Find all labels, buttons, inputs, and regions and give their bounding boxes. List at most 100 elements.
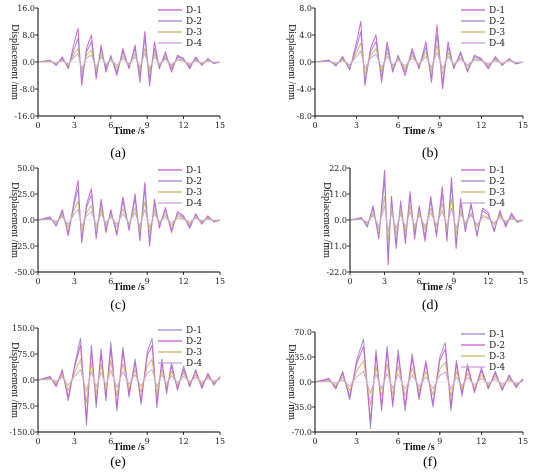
x-axis-label: Time /s (403, 126, 434, 137)
x-axis-label: Time /s (113, 442, 144, 453)
series-line (37, 27, 221, 87)
x-tick-label: 12 (476, 121, 486, 130)
x-tick-label: 15 (215, 277, 225, 286)
y-tick-label: 150.0 (12, 324, 35, 333)
legend-label: D-1 (186, 166, 202, 176)
legend-label: D-2 (489, 17, 505, 27)
y-tick-label: 0.0 (334, 216, 347, 225)
x-tick-label: 12 (179, 437, 189, 446)
series-line (37, 48, 221, 73)
y-tick-label: 75.0 (17, 350, 35, 359)
x-tick-label: 6 (417, 277, 422, 286)
legend-label: D-4 (186, 359, 202, 369)
x-tick-label: 9 (145, 121, 150, 130)
x-tick-label: 0 (312, 121, 317, 130)
y-tick-label: -11.0 (326, 242, 347, 251)
y-tick-label: -4.0 (297, 85, 312, 94)
y-tick-label: 35.0 (294, 353, 312, 362)
series-line (37, 180, 221, 247)
x-tick-label: 12 (483, 277, 493, 286)
y-tick-label: -22.0 (326, 268, 347, 277)
chart-panel: 150.0 75.0 0.0 -75.0 -150.00 3 6 9 12 15 Time /s Di… (9, 324, 225, 470)
x-tick-label: 9 (145, 437, 150, 446)
x-tick-label: 0 (35, 277, 40, 286)
legend-label: D-2 (186, 337, 202, 347)
x-tick-label: 0 (347, 277, 352, 286)
x-tick-label: 3 (382, 277, 387, 286)
y-tick-label: 4.0 (299, 31, 312, 40)
x-tick-label: 15 (215, 437, 225, 446)
y-tick-label: 0.0 (22, 58, 35, 67)
x-tick-label: 15 (518, 277, 528, 286)
x-tick-label: 6 (108, 437, 113, 446)
x-tick-label: 0 (312, 437, 317, 446)
legend-label: D-2 (489, 341, 505, 351)
legend-label: D-4 (489, 39, 505, 49)
legend-label: D-4 (186, 199, 202, 209)
series-line (314, 31, 524, 83)
x-tick-label: 3 (72, 121, 77, 130)
y-tick-label: 70.0 (294, 328, 312, 337)
legend-label: D-3 (186, 188, 202, 198)
legend-label: D-4 (186, 39, 202, 49)
x-tick-label: 0 (35, 121, 40, 130)
chart-panel: 50.0 25.0 0.0 -25.0 -50.00 3 6 9 12 15 Time /s Disp… (9, 164, 225, 313)
y-tick-label: -8.0 (20, 85, 35, 94)
y-tick-label: 0.0 (22, 376, 35, 385)
chart-panel: 70.0 35.0 0.0 -35.0 -70.00 3 6 9 12 15 Time /s Disp… (286, 328, 528, 470)
series-line (314, 370, 524, 394)
x-axis-label: Time /s (403, 442, 434, 453)
x-tick-label: 15 (215, 121, 225, 130)
y-tick-label: 11.0 (329, 190, 347, 199)
series-line (314, 42, 524, 75)
x-tick-label: 3 (72, 437, 77, 446)
y-tick-label: -35.0 (291, 403, 312, 412)
y-tick-label: -25.0 (14, 242, 35, 251)
series-line (37, 53, 221, 70)
y-tick-label: 0.0 (299, 58, 312, 67)
y-tick-label: 16.0 (17, 4, 35, 13)
legend-label: D-1 (489, 166, 505, 176)
y-axis-label: Displacement /mm (321, 182, 332, 258)
y-tick-label: -150.0 (9, 428, 35, 437)
x-tick-label: 9 (145, 277, 150, 286)
legend-label: D-1 (489, 330, 505, 340)
x-axis-label: Time /s (113, 126, 144, 137)
legend-label: D-3 (489, 352, 505, 362)
panel-label: (c) (110, 298, 126, 313)
panel-label: (e) (110, 455, 126, 470)
x-tick-label: 0 (35, 437, 40, 446)
panel-label: (a) (110, 146, 126, 161)
y-tick-label: -70.0 (291, 428, 312, 437)
y-axis-label: Displacement /mm (9, 342, 20, 418)
y-tick-label: 22.0 (329, 164, 347, 173)
legend-label: D-2 (186, 177, 202, 187)
series-line (349, 205, 524, 233)
panel-label: (f) (423, 455, 437, 470)
series-line (314, 50, 524, 70)
legend-label: D-1 (186, 326, 202, 336)
series-line (37, 209, 221, 228)
x-tick-label: 9 (437, 121, 442, 130)
y-tick-label: -8.0 (297, 112, 312, 121)
legend-label: D-4 (489, 199, 505, 209)
x-tick-label: 12 (179, 121, 189, 130)
legend-label: D-4 (489, 363, 505, 373)
y-tick-label: 0.0 (22, 216, 35, 225)
x-tick-label: 9 (451, 277, 456, 286)
x-tick-label: 12 (179, 277, 189, 286)
y-axis-label: Displacement /mm (9, 182, 20, 258)
y-tick-label: -16.0 (14, 112, 35, 121)
y-tick-label: 8.0 (299, 4, 312, 13)
y-tick-label: -75.0 (14, 402, 35, 411)
y-tick-label: -50.0 (14, 268, 35, 277)
x-tick-label: 6 (396, 121, 401, 130)
panel-label: (d) (422, 298, 439, 313)
x-tick-label: 15 (518, 437, 528, 446)
x-tick-label: 3 (72, 277, 77, 286)
y-tick-label: 0.0 (299, 378, 312, 387)
x-tick-label: 15 (518, 121, 528, 130)
legend-label: D-3 (186, 28, 202, 38)
x-tick-label: 6 (396, 437, 401, 446)
